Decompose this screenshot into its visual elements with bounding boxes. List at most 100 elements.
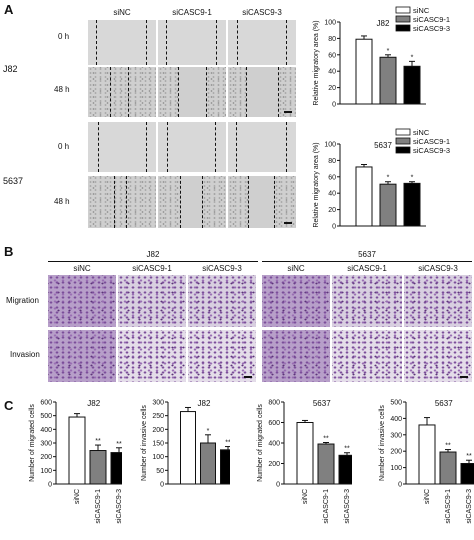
a-time-label-j82-48h: 48 h [54,85,70,94]
chart-c-j82-invasive: 0 50 100 150 200 250 300 Number of invasive cel… [141,399,230,489]
chart-title: J82 [198,399,211,408]
chart-title: 5637 [313,399,331,408]
legend-entry: siNC [413,128,430,137]
y-tick-label: 50 [156,468,164,475]
bar-siCASC9-1 [379,183,397,227]
legend-entry: siCASC9-3 [413,24,450,33]
bar-siNC [180,411,196,485]
legend-entry: siNC [413,6,430,15]
y-tick-label: 80 [328,158,336,165]
panel-label-a: A [4,2,14,17]
legend-entry: siCASC9-1 [413,15,450,24]
x-tick-label: siNC [424,489,431,504]
y-tick-label: 40 [328,69,336,76]
chart-title: 5637 [374,141,392,150]
y-tick-label: 20 [328,207,336,214]
scratch-image-5637-48h-sicasc9-3 [228,176,296,228]
significance-marker: ** [225,440,230,447]
b-row-label-migration: Migration [6,296,39,305]
transwell-image-5637-migration-sicasc9-3 [404,275,472,327]
y-tick-label: 200 [40,454,52,461]
y-axis-label: Number of invasive cells [141,405,148,481]
significance-marker: * [411,54,414,61]
significance-marker: ** [445,443,451,450]
y-tick-label: 200 [152,427,164,434]
y-tick-label: 100 [152,454,164,461]
chart-c-5637-invasive: 0 100 200 300 400 500 Number of invasive cells… [379,399,474,524]
y-tick-label: 80 [328,36,336,43]
bar-siNC [68,416,86,485]
bar-siNC [355,38,373,105]
y-tick-label: 0 [398,482,402,489]
scratch-image-j82-48h-sicasc9-1 [158,67,226,117]
chart-a-j82: 0 20 40 60 80 100 Relative migratory area (%) J… [313,6,450,109]
legend-entry: siCASC9-1 [413,137,450,146]
bar-siCASC9-3 [403,65,421,105]
scratch-image-j82-48h-sinc [88,67,156,117]
significance-marker: ** [323,435,329,442]
panel-label-b: B [4,244,14,259]
y-tick-label: 300 [390,432,402,439]
a-col-label-sicasc9-1: siCASC9-1 [172,8,212,17]
a-time-label-5637-48h: 48 h [54,197,70,206]
transwell-image-5637-migration-sicasc9-1 [332,275,402,327]
scale-bar [244,376,252,378]
chart-a-5637: 0 20 40 60 80 100 Relative migratory area (%) 5… [313,128,450,231]
y-axis-label: Number of migrated cells [257,404,264,482]
y-tick-label: 100 [390,465,402,472]
b-col-label-5637-sinc: siNC [287,264,305,273]
chart-c-5637-migrated: 0 200 400 600 800 Number of migrated cells 563… [257,399,352,524]
significance-marker: * [207,428,210,435]
transwell-image-j82-migration-sinc [48,275,116,327]
legend-entry: siCASC9-3 [413,146,450,155]
y-axis-label: Relative migratory area (%) [313,20,320,105]
scratch-image-5637-48h-sinc [88,176,156,228]
scratch-image-j82-0h-sinc [88,20,156,65]
significance-marker: ** [95,438,101,445]
b-col-label-5637-sicasc9-3: siCASC9-3 [418,264,458,273]
bar-siCASC9-1 [317,443,335,485]
scale-bar [460,376,468,378]
transwell-image-j82-invasion-sicasc9-3 [188,330,256,382]
y-axis-label: Number of migrated cells [29,404,36,482]
bar-siCASC9-3 [460,463,474,485]
significance-marker: ** [116,441,122,448]
y-tick-label: 300 [152,400,164,407]
x-tick-label: siCASC9-3 [344,489,351,524]
bar-siNC [355,166,373,227]
y-tick-label: 20 [328,85,336,92]
scratch-image-j82-0h-sicasc9-3 [228,20,296,65]
legend-swatch [395,6,411,14]
scratch-image-5637-0h-sicasc9-1 [158,122,226,172]
y-tick-label: 60 [328,52,336,59]
panel-label-c: C [4,398,14,413]
legend-swatch [395,146,411,154]
y-tick-label: 0 [332,224,336,231]
y-tick-label: 150 [152,441,164,448]
bar-siNC [418,424,436,485]
bar-siCASC9-1 [89,450,107,485]
b-group-line-j82 [48,261,258,262]
y-tick-label: 0 [160,482,164,489]
significance-marker: * [387,48,390,55]
a-time-label-j82-0h: 0 h [58,32,70,41]
b-col-label-5637-sicasc9-1: siCASC9-1 [347,264,387,273]
transwell-image-5637-invasion-sinc [262,330,330,382]
scale-bar [284,111,292,113]
transwell-image-j82-invasion-sicasc9-1 [118,330,186,382]
y-axis-label: Relative migratory area (%) [313,142,320,227]
b-col-label-j82-sicasc9-3: siCASC9-3 [202,264,242,273]
bar-siCASC9-3 [403,182,421,227]
transwell-image-j82-invasion-sinc [48,330,116,382]
scratch-image-j82-48h-sicasc9-3 [228,67,296,117]
b-row-label-invasion: Invasion [10,350,40,359]
scale-bar [284,222,292,224]
y-tick-label: 800 [268,400,280,407]
y-tick-label: 60 [328,174,336,181]
y-tick-label: 0 [48,482,52,489]
b-col-label-j82-sinc: siNC [73,264,91,273]
y-tick-label: 200 [268,461,280,468]
chart-title: 5637 [435,399,453,408]
scratch-image-j82-0h-sicasc9-1 [158,20,226,65]
b-col-label-j82-sicasc9-1: siCASC9-1 [132,264,172,273]
